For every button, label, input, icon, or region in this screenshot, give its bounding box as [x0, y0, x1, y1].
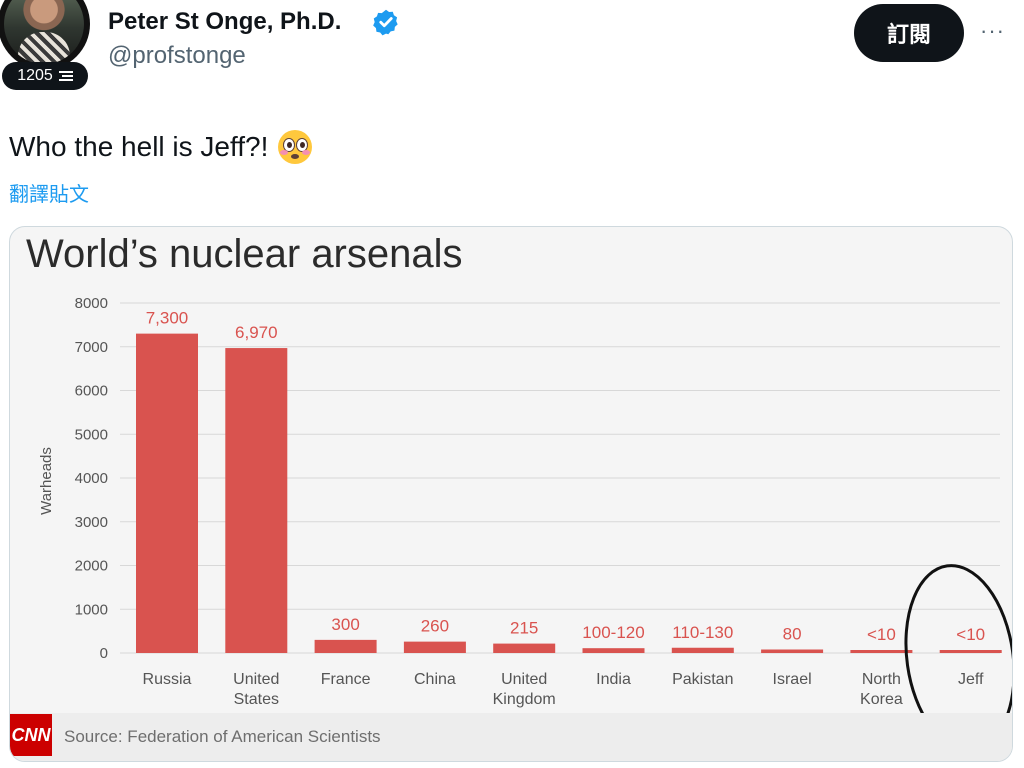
y-tick-label: 7000 — [75, 339, 108, 356]
bar-value-label: 80 — [783, 625, 802, 644]
verified-badge-icon — [373, 9, 398, 36]
bar — [136, 333, 198, 653]
bar-value-label: <10 — [867, 625, 896, 644]
y-tick-label: 6000 — [75, 383, 108, 400]
tweet-body: Who the hell is Jeff?! — [9, 131, 269, 162]
tweet-text: Who the hell is Jeff?! — [9, 130, 313, 164]
x-tick-label: States — [234, 691, 279, 708]
bar — [493, 643, 556, 653]
bar — [671, 647, 734, 653]
x-tick-label: Jeff — [958, 671, 984, 688]
display-name[interactable]: Peter St Onge, Ph.D. — [108, 8, 342, 35]
bar-value-label: 260 — [421, 617, 449, 636]
y-tick-label: 1000 — [75, 601, 108, 618]
bar — [582, 648, 645, 653]
list-icon — [58, 71, 73, 81]
x-tick-label: India — [596, 671, 631, 688]
bar — [314, 639, 377, 653]
cnn-logo: CNN — [10, 714, 52, 756]
bar — [761, 649, 824, 653]
bar-value-label: 6,970 — [235, 323, 278, 342]
subscribe-button[interactable]: 訂閱 — [854, 4, 964, 62]
translate-post-link[interactable]: 翻譯貼文 — [9, 182, 89, 206]
bar-value-label: 110-130 — [672, 623, 733, 642]
chart-source: Source: Federation of American Scientist… — [64, 727, 381, 746]
x-tick-label: United — [233, 671, 279, 688]
x-tick-label: North — [862, 671, 901, 688]
tweet-media-image[interactable]: World’s nuclear arsenals Warheads 8000 70… — [9, 226, 1013, 762]
bar-value-label: 100-120 — [582, 623, 644, 642]
x-tick-label: Pakistan — [672, 671, 733, 688]
bar — [403, 641, 466, 653]
flushed-face-emoji-icon — [278, 130, 313, 164]
badge-count: 1205 — [17, 67, 53, 84]
more-options-icon[interactable]: ··· — [980, 18, 1005, 43]
bar-value-label: 300 — [331, 615, 359, 634]
x-tick-label: Korea — [860, 691, 903, 708]
y-tick-label: 4000 — [75, 470, 108, 487]
follower-badge[interactable]: 1205 — [2, 62, 88, 90]
y-tick-label: 2000 — [75, 558, 108, 575]
user-handle[interactable]: @profstonge — [108, 42, 246, 69]
y-axis-label: Warheads — [38, 447, 55, 515]
y-tick-label: 3000 — [75, 514, 108, 531]
x-tick-label: France — [321, 671, 371, 688]
bar-value-label: <10 — [956, 625, 985, 644]
x-tick-label: Israel — [773, 671, 812, 688]
x-tick-label: United — [501, 671, 547, 688]
bar — [850, 650, 913, 653]
y-tick-label: 0 — [100, 645, 108, 662]
hand-drawn-circle — [904, 564, 1012, 752]
bar — [225, 348, 288, 653]
x-tick-label: China — [414, 671, 456, 688]
bar — [939, 650, 1002, 653]
x-tick-label: Russia — [143, 671, 192, 688]
bar-chart: World’s nuclear arsenals Warheads 8000 70… — [26, 232, 1012, 752]
bar-value-label: 215 — [510, 619, 538, 638]
bar-value-label: 7,300 — [146, 309, 189, 328]
y-tick-label: 5000 — [75, 426, 108, 443]
avatar[interactable] — [0, 0, 90, 70]
y-tick-label: 8000 — [75, 295, 108, 312]
chart-title: World’s nuclear arsenals — [26, 232, 463, 276]
source-bar — [10, 713, 1012, 761]
x-tick-label: Kingdom — [493, 691, 556, 708]
avatar-image — [4, 0, 84, 64]
